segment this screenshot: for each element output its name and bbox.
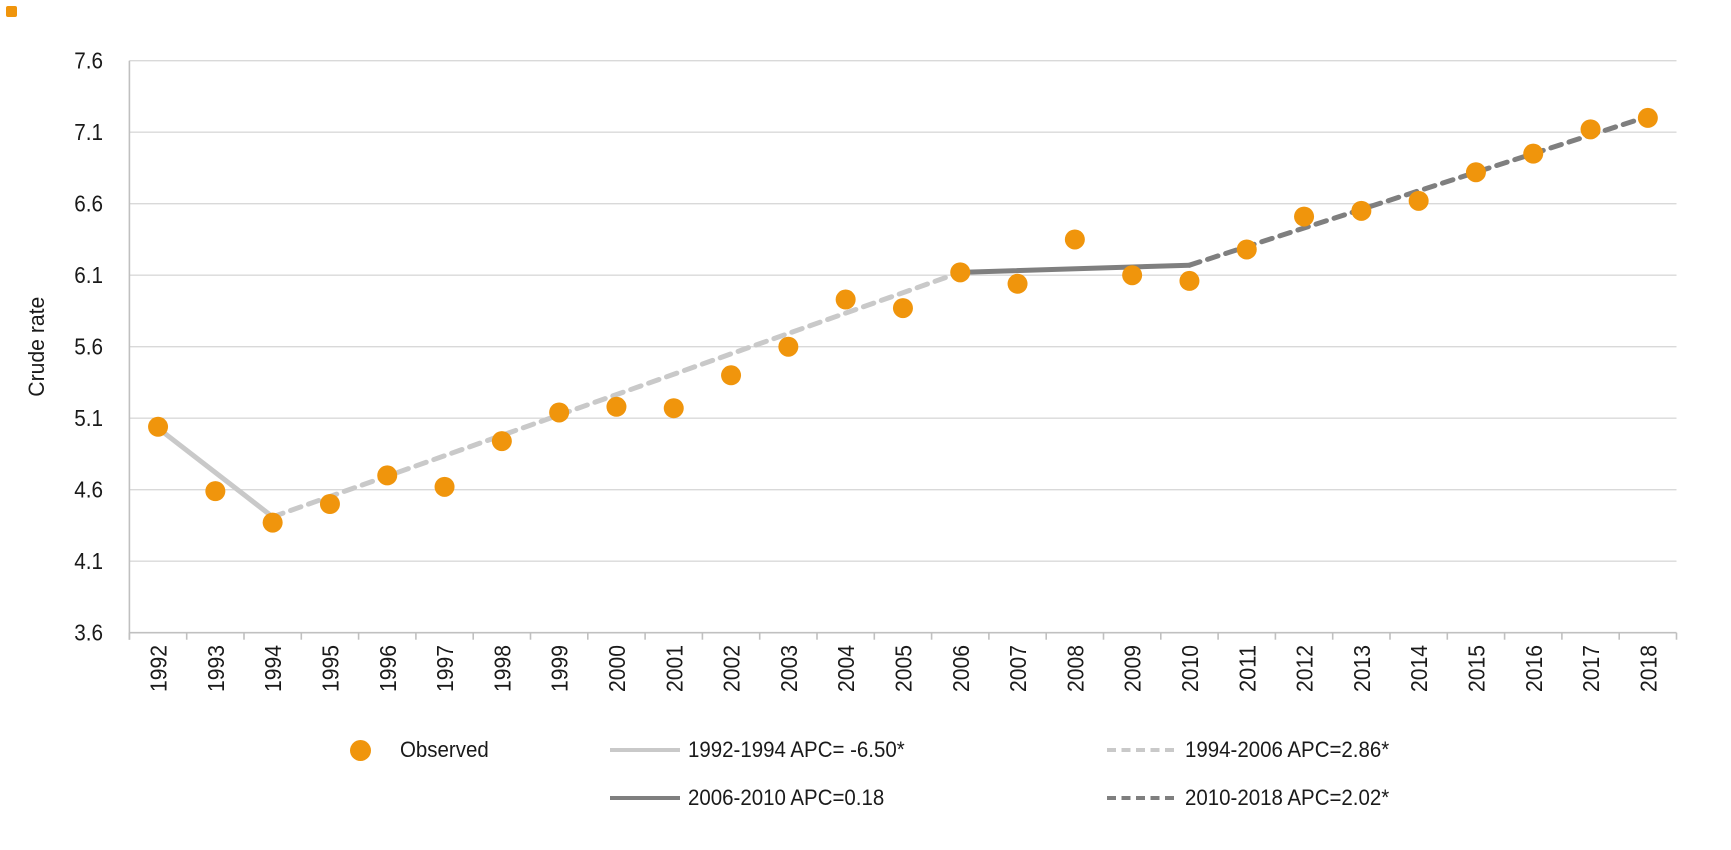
observed-point (1064, 229, 1085, 250)
trend-segment-line (270, 269, 963, 520)
observed-point (892, 298, 913, 319)
x-axis-tick-label: 2014 (1406, 645, 1432, 692)
x-axis-tick-label: 2005 (890, 645, 916, 692)
x-axis-tick-label: 1998 (489, 645, 515, 692)
y-axis-tick-label: 6.6 (74, 191, 103, 217)
x-axis-tick-label: 1992 (146, 645, 172, 692)
observed-point (606, 396, 627, 417)
x-axis-tick-label: 1993 (203, 645, 229, 692)
y-axis-tick-label: 7.1 (74, 119, 103, 145)
observed-point (319, 494, 340, 514)
observed-point (1637, 107, 1658, 128)
x-axis-tick-label: 2012 (1292, 645, 1318, 692)
observed-point (1408, 190, 1429, 211)
y-axis-title: Crude rate (24, 297, 49, 397)
observed-point (1007, 273, 1028, 294)
x-axis-tick-label: 2008 (1062, 645, 1088, 692)
observed-point (1294, 206, 1315, 227)
bullet-icon (6, 6, 17, 17)
observed-point (835, 289, 856, 310)
observed-point (377, 465, 398, 486)
x-axis-tick-label: 1996 (375, 645, 401, 692)
x-axis-tick-label: 2000 (604, 645, 630, 692)
observed-point (434, 476, 455, 497)
y-axis-tick-label: 5.1 (74, 405, 103, 431)
observed-point (1351, 200, 1372, 221)
x-axis-tick-label: 2015 (1463, 645, 1489, 692)
observed-point (1122, 265, 1143, 286)
x-axis-tick-label: 2009 (1120, 645, 1146, 692)
observed-point (205, 481, 226, 502)
x-axis-tick-label: 2002 (719, 645, 745, 692)
observed-point (491, 431, 512, 452)
x-axis-tick-label: 2007 (1005, 645, 1031, 692)
x-axis-tick-label: 2003 (776, 645, 802, 692)
observed-point (1580, 119, 1601, 140)
x-axis-tick-label: 2017 (1578, 645, 1604, 692)
observed-point (663, 398, 684, 419)
observed-point (1179, 270, 1200, 291)
x-axis-tick-label: 2018 (1635, 645, 1661, 692)
observed-point (262, 512, 283, 533)
x-axis-tick-label: 1994 (260, 645, 286, 692)
x-axis-tick-label: 2001 (661, 645, 687, 692)
y-axis-tick-label: 6.1 (74, 262, 103, 288)
y-axis-tick-label: 7.6 (74, 48, 103, 74)
observed-point (1523, 143, 1544, 164)
x-axis-tick-label: 1997 (432, 645, 458, 692)
x-axis-tick-label: 2004 (833, 645, 859, 692)
x-axis-tick-label: 2006 (948, 645, 974, 692)
observed-point (778, 336, 799, 357)
observed-point (1236, 239, 1257, 260)
observed-point (549, 402, 570, 423)
x-axis-tick-label: 2016 (1521, 645, 1547, 692)
trend-segment-line (1186, 113, 1651, 268)
y-axis-tick-label: 4.1 (74, 548, 103, 574)
x-axis-tick-label: 1995 (317, 645, 343, 692)
trend-segment-line (957, 262, 1192, 275)
trend-segment-line (155, 425, 276, 520)
observed-point (1465, 162, 1486, 183)
observed-point (721, 365, 742, 386)
y-axis-tick-label: 5.6 (74, 334, 103, 360)
x-axis-tick-label: 2013 (1349, 645, 1375, 692)
observed-point (148, 416, 169, 437)
x-axis-tick-label: 2011 (1234, 645, 1260, 692)
x-axis-tick-label: 2010 (1177, 645, 1203, 692)
y-axis-tick-label: 4.6 (74, 477, 103, 503)
y-axis-tick-label: 3.6 (74, 620, 103, 646)
observed-point (950, 262, 971, 283)
x-axis-tick-label: 1999 (547, 645, 573, 692)
